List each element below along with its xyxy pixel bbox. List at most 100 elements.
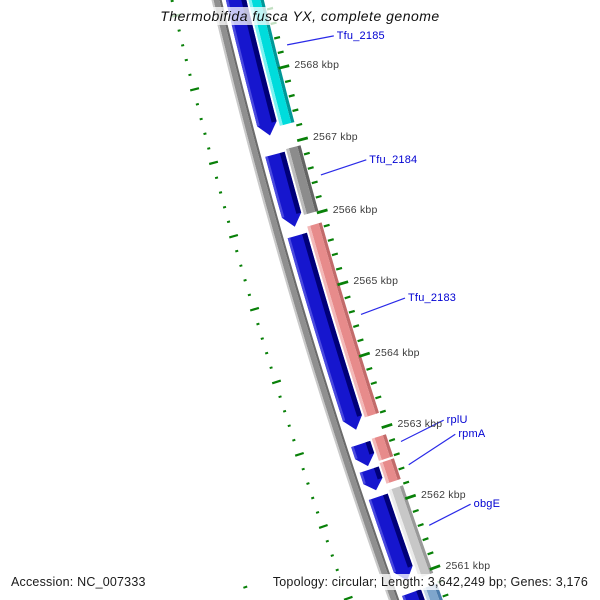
cds-feature-Tfu_2183-dark-edge xyxy=(302,232,362,417)
ruler-minor-tick xyxy=(398,466,405,471)
inner-major-tick xyxy=(189,87,200,92)
inner-minor-tick xyxy=(282,409,287,413)
cds-feature-obgE-dark-edge xyxy=(383,493,413,568)
ruler-minor-tick xyxy=(323,223,330,228)
outer-feature-Tfu_2185-highlight xyxy=(248,0,283,126)
inner-minor-tick xyxy=(207,147,211,150)
ruler-minor-tick xyxy=(417,523,424,528)
outer-feature-rpmA-highlight xyxy=(379,462,390,484)
outer-feature-rplU-highlight xyxy=(371,437,382,461)
cds-feature-rpmA-dark-edge xyxy=(373,466,383,480)
inner-minor-tick xyxy=(218,191,223,194)
gene-label-rpmA[interactable]: rpmA xyxy=(458,428,486,441)
ruler-major-tick xyxy=(381,422,393,430)
backbone-body xyxy=(213,0,397,600)
inner-minor-tick xyxy=(170,0,174,3)
inner-minor-tick xyxy=(203,132,207,136)
outer-feature-rplU-dark-edge xyxy=(382,434,394,458)
inner-minor-tick xyxy=(239,264,243,268)
ruler-minor-tick xyxy=(315,194,322,199)
ruler-minor-tick xyxy=(366,366,373,371)
ruler-minor-tick xyxy=(427,551,434,556)
inner-minor-tick xyxy=(214,176,219,180)
ruler-minor-tick xyxy=(352,324,360,328)
inner-minor-tick xyxy=(310,496,315,500)
inner-major-tick xyxy=(271,379,282,385)
cds-feature-Tfu_2184-highlight xyxy=(265,156,285,218)
inner-minor-tick xyxy=(278,395,282,399)
ruler-minor-tick xyxy=(402,480,410,485)
ruler-minor-tick xyxy=(442,593,449,598)
cds-feature-Tfu_2185-highlight xyxy=(225,0,260,127)
outer-feature-Tfu_2184-body xyxy=(288,146,316,215)
inner-minor-tick xyxy=(247,293,252,297)
outer-feature-Tfu_2183-dark-edge xyxy=(318,222,379,414)
label-connector-rplU xyxy=(400,419,444,443)
ruler-minor-tick xyxy=(422,537,429,542)
ruler-minor-tick xyxy=(303,151,310,156)
cds-feature-obgE-body xyxy=(368,493,413,581)
inner-minor-tick xyxy=(195,102,200,106)
inner-minor-tick xyxy=(292,438,296,442)
outer-feature-Tfu_2185-dark-edge xyxy=(260,0,295,123)
outer-feature-gene-bottom-highlight xyxy=(422,587,431,600)
gene-label-Tfu_2185[interactable]: Tfu_2185 xyxy=(336,29,385,42)
inner-ring2-dot xyxy=(243,585,248,589)
ruler-major-tick xyxy=(358,351,371,358)
outer-feature-obgE-body xyxy=(391,486,430,577)
inner-major-tick xyxy=(249,306,260,312)
ruler-minor-tick xyxy=(379,409,387,414)
inner-minor-tick xyxy=(306,482,310,485)
gene-label-obgE[interactable]: obgE xyxy=(473,498,501,511)
label-connector-Tfu_2183 xyxy=(360,297,406,315)
outer-feature-rplU-body xyxy=(374,435,390,460)
gene-label-rplU[interactable]: rplU xyxy=(446,414,468,427)
outer-feature-Tfu_2183-highlight xyxy=(307,225,368,418)
cds-feature-obgE-highlight xyxy=(368,499,397,573)
ruler-minor-tick xyxy=(388,438,396,443)
cds-feature-Tfu_2185-body xyxy=(225,0,277,136)
inner-minor-tick xyxy=(264,351,269,355)
inner-minor-tick xyxy=(235,249,239,253)
inner-minor-tick xyxy=(340,582,344,586)
ruler-major-tick xyxy=(337,280,349,287)
ruler-minor-tick xyxy=(277,50,284,55)
inner-major-tick xyxy=(318,523,328,529)
inner-minor-tick xyxy=(315,510,320,514)
ruler-minor-tick xyxy=(393,452,400,457)
gene-label-Tfu_2184[interactable]: Tfu_2184 xyxy=(369,153,418,166)
ruler-minor-tick xyxy=(370,381,378,386)
ruler-minor-tick xyxy=(357,338,364,343)
inner-minor-tick xyxy=(199,117,203,121)
ruler-minor-tick xyxy=(270,21,277,26)
inner-major-tick xyxy=(343,595,353,600)
ruler-minor-tick xyxy=(307,166,314,170)
ruler-minor-tick xyxy=(412,508,419,513)
cds-feature-Tfu_2183-body xyxy=(287,232,362,430)
inner-minor-tick xyxy=(269,366,273,370)
outer-feature-obgE-dark-edge xyxy=(399,485,434,574)
ruler-minor-tick xyxy=(327,238,334,242)
ruler-minor-tick xyxy=(266,6,274,11)
ruler-minor-tick xyxy=(273,36,281,40)
inner-minor-tick xyxy=(335,568,339,572)
ruler-minor-tick xyxy=(344,295,351,300)
inner-minor-tick xyxy=(226,220,231,224)
inner-minor-tick xyxy=(330,554,334,557)
cds-feature-rplU-dark-edge xyxy=(365,440,375,455)
inner-minor-tick xyxy=(287,424,291,428)
inner-minor-tick xyxy=(188,73,192,77)
ruler-minor-tick xyxy=(292,108,299,113)
outer-feature-Tfu_2183-body xyxy=(310,223,376,417)
cds-feature-gene-bottom-dark-edge xyxy=(416,589,425,600)
label-connector-Tfu_2185 xyxy=(286,35,334,46)
gene-label-Tfu_2183[interactable]: Tfu_2183 xyxy=(408,292,457,305)
cds-feature-rpmA-highlight xyxy=(359,472,366,485)
ruler-major-tick xyxy=(404,493,417,501)
ruler-minor-tick xyxy=(288,93,295,98)
inner-major-tick xyxy=(208,160,219,166)
inner-minor-tick xyxy=(222,205,227,209)
cds-feature-gene-bottom-highlight xyxy=(402,595,407,600)
